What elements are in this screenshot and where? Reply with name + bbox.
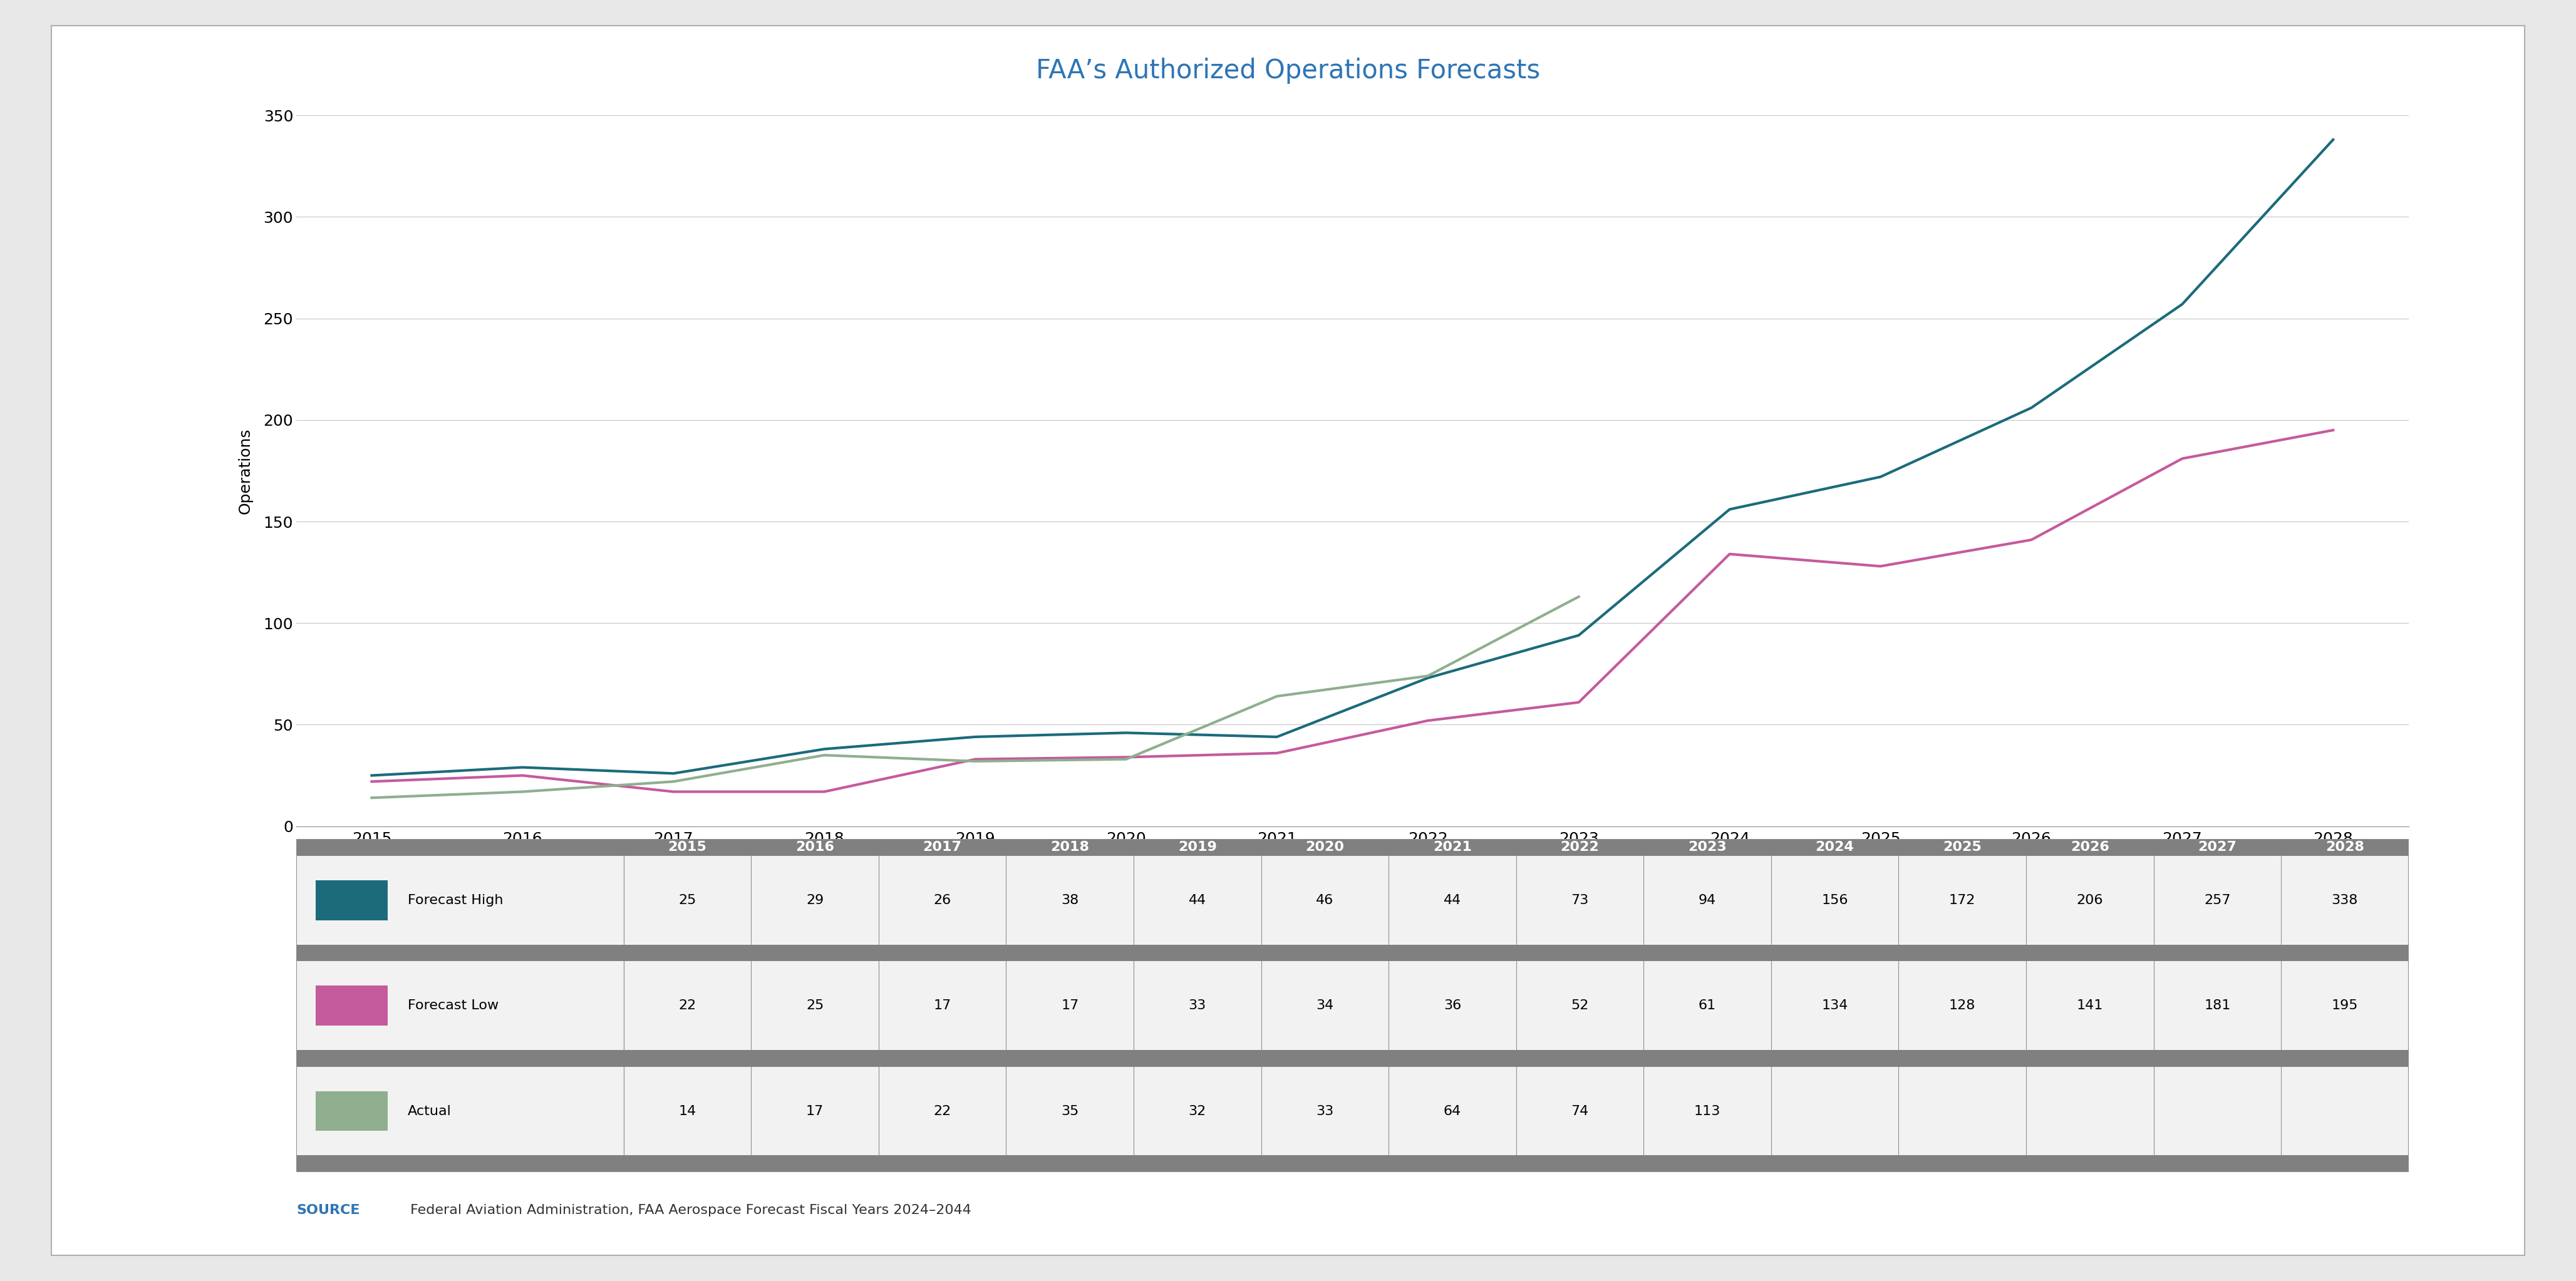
Text: 113: 113 — [1695, 1104, 1721, 1117]
Text: 2017: 2017 — [922, 842, 961, 853]
Text: 22: 22 — [677, 999, 696, 1012]
Text: 2015: 2015 — [667, 842, 706, 853]
Text: 17: 17 — [806, 1104, 824, 1117]
Text: 156: 156 — [1821, 894, 1847, 907]
Text: Forecast High: Forecast High — [407, 894, 502, 907]
Text: 73: 73 — [1571, 894, 1589, 907]
Text: 128: 128 — [1950, 999, 1976, 1012]
Bar — [296, 839, 2409, 856]
Text: 2022: 2022 — [1561, 842, 1600, 853]
Text: 141: 141 — [2076, 999, 2102, 1012]
Bar — [296, 944, 2409, 961]
Text: 17: 17 — [1061, 999, 1079, 1012]
Text: 26: 26 — [933, 894, 951, 907]
Text: 25: 25 — [677, 894, 696, 907]
Text: 195: 195 — [2331, 999, 2357, 1012]
Text: 2018: 2018 — [1051, 842, 1090, 853]
Bar — [317, 985, 389, 1026]
Text: 33: 33 — [1316, 1104, 1334, 1117]
Text: 134: 134 — [1821, 999, 1847, 1012]
Text: 2016: 2016 — [796, 842, 835, 853]
Text: SOURCE: SOURCE — [296, 1204, 361, 1217]
Text: 61: 61 — [1698, 999, 1716, 1012]
Text: 206: 206 — [2076, 894, 2102, 907]
Text: 34: 34 — [1316, 999, 1334, 1012]
Text: 2023: 2023 — [1687, 842, 1726, 853]
Text: 257: 257 — [2205, 894, 2231, 907]
Text: 338: 338 — [2331, 894, 2357, 907]
Text: 33: 33 — [1188, 999, 1206, 1012]
Text: 25: 25 — [806, 999, 824, 1012]
Text: 181: 181 — [2205, 999, 2231, 1012]
Text: 38: 38 — [1061, 894, 1079, 907]
Bar — [296, 961, 2409, 1050]
Y-axis label: Operations: Operations — [237, 428, 252, 514]
Text: 29: 29 — [806, 894, 824, 907]
Text: 2019: 2019 — [1177, 842, 1216, 853]
Text: 52: 52 — [1571, 999, 1589, 1012]
Bar — [317, 1091, 389, 1131]
Text: 35: 35 — [1061, 1104, 1079, 1117]
Text: 46: 46 — [1316, 894, 1334, 907]
Text: 64: 64 — [1443, 1104, 1461, 1117]
Text: 2024: 2024 — [1816, 842, 1855, 853]
Bar — [296, 1155, 2409, 1172]
Text: 2028: 2028 — [2326, 842, 2365, 853]
Text: 32: 32 — [1188, 1104, 1206, 1117]
Text: 36: 36 — [1443, 999, 1461, 1012]
Text: Forecast Low: Forecast Low — [407, 999, 500, 1012]
Text: Federal Aviation Administration, FAA Aerospace Forecast Fiscal Years 2024–2044: Federal Aviation Administration, FAA Aer… — [407, 1204, 971, 1217]
Text: 74: 74 — [1571, 1104, 1589, 1117]
Text: 94: 94 — [1698, 894, 1716, 907]
Text: 2021: 2021 — [1432, 842, 1471, 853]
Text: Actual: Actual — [407, 1104, 451, 1117]
Text: 2026: 2026 — [2071, 842, 2110, 853]
Text: 2027: 2027 — [2197, 842, 2236, 853]
Text: FAA’s Authorized Operations Forecasts: FAA’s Authorized Operations Forecasts — [1036, 58, 1540, 83]
Text: 17: 17 — [933, 999, 951, 1012]
Bar — [296, 1050, 2409, 1067]
Bar — [296, 1067, 2409, 1155]
Bar — [317, 880, 389, 920]
Text: 2020: 2020 — [1306, 842, 1345, 853]
Text: 172: 172 — [1950, 894, 1976, 907]
Text: 44: 44 — [1188, 894, 1206, 907]
Text: 44: 44 — [1443, 894, 1461, 907]
Bar — [296, 856, 2409, 944]
Text: 22: 22 — [933, 1104, 951, 1117]
Text: 2025: 2025 — [1942, 842, 1981, 853]
Text: 14: 14 — [677, 1104, 696, 1117]
